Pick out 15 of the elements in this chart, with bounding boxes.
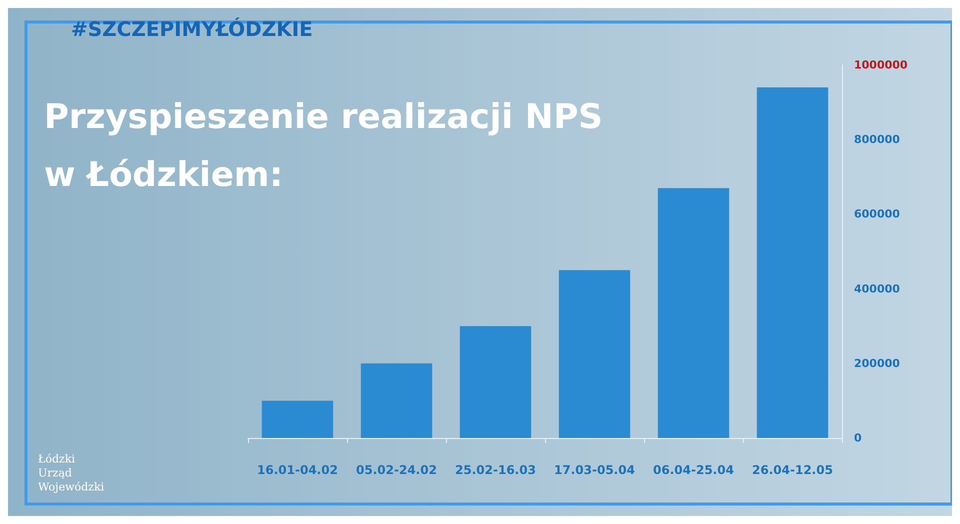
x-tick-label: 17.03-05.04: [554, 463, 635, 477]
x-tick-label: 26.04-12.05: [752, 463, 833, 477]
x-tick-label: 06.04-25.04: [653, 463, 734, 477]
x-tick-label: 25.02-16.03: [455, 463, 536, 477]
text: Łódzki Urząd Wojewódzki: [38, 452, 105, 494]
y-tick-label: 1000000: [854, 58, 908, 72]
text: Przyspieszenie realizacji NPS w Łódzkiem:: [44, 97, 603, 195]
chart-subtitle: #SZCZEPIMYŁÓDZKIE: [71, 17, 313, 41]
x-tick-label: 16.01-04.02: [257, 463, 338, 477]
y-tick-label: 800000: [854, 133, 900, 146]
y-tick-label: 0: [854, 432, 862, 444]
y-tick-label: 600000: [854, 208, 900, 221]
x-tick-label: 05.02-24.02: [356, 463, 437, 477]
y-tick-label: 400000: [854, 282, 900, 296]
y-tick-label: 200000: [854, 356, 900, 370]
